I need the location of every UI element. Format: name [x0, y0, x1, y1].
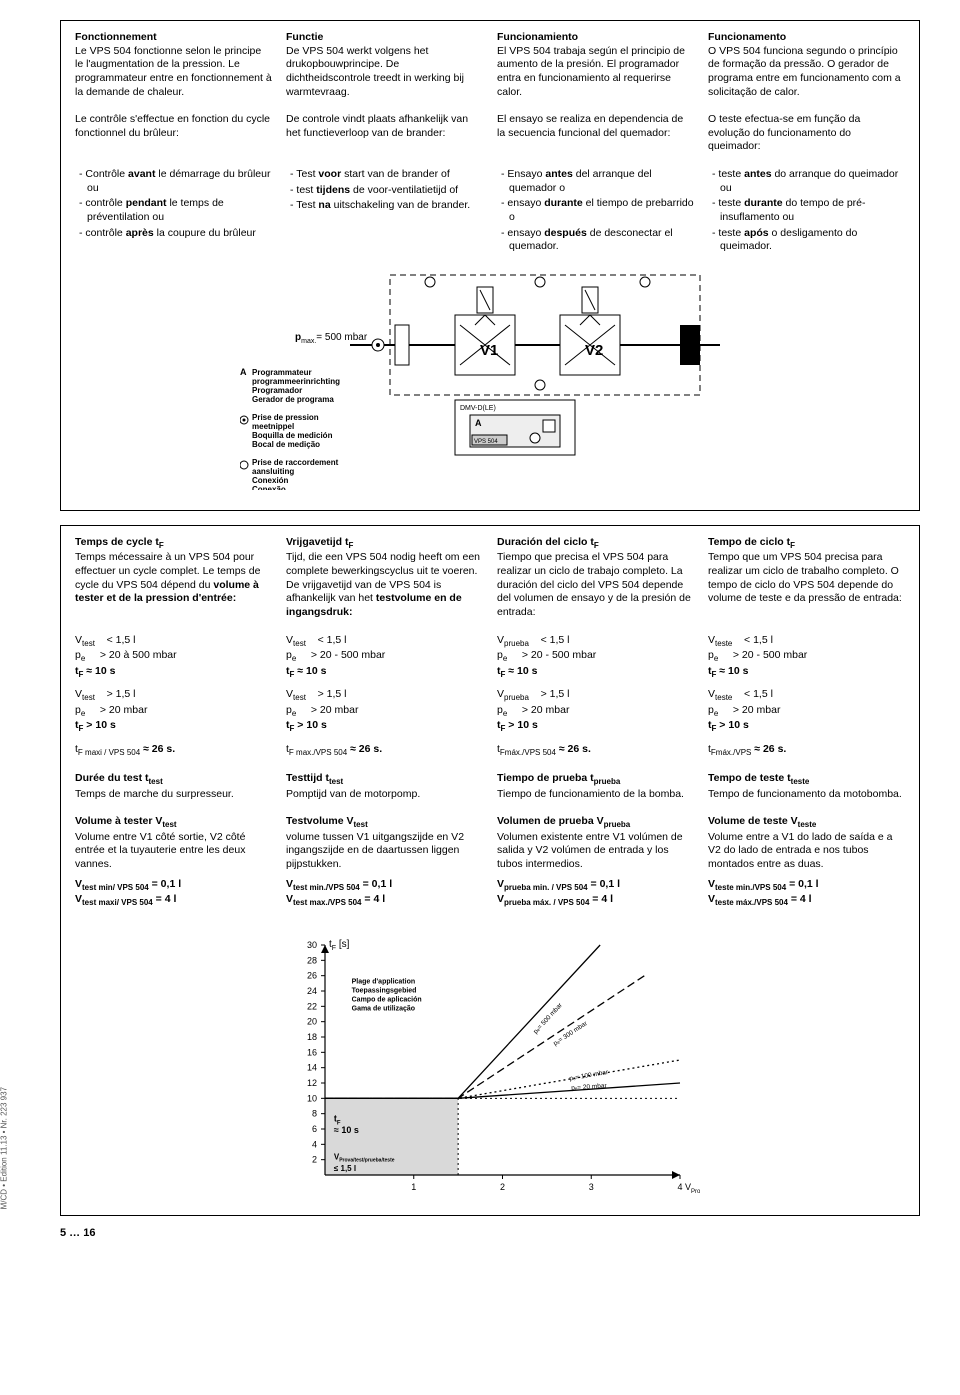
svg-text:≤ 1,5 l: ≤ 1,5 l: [334, 1164, 356, 1173]
svg-text:8: 8: [312, 1108, 317, 1118]
nl-title: Functie: [286, 31, 323, 43]
svg-text:Campo de aplicación: Campo de aplicación: [352, 996, 422, 1003]
pt-title: Funcionamento: [708, 31, 786, 43]
fr-p1: Le VPS 504 fonctionne selon le principe …: [75, 45, 272, 98]
svg-text:3: 3: [589, 1182, 594, 1192]
pt-p1: O VPS 504 funciona segundo o princípio d…: [708, 45, 901, 98]
svg-text:26: 26: [307, 970, 317, 980]
svg-text:Plage d'application: Plage d'application: [352, 978, 416, 985]
svg-text:≈ 10 s: ≈ 10 s: [334, 1124, 359, 1134]
es-title: Funcionamiento: [497, 31, 578, 43]
tf-vs-v-chart: 246810121416182022242628301234pₑ= 500 mb…: [75, 935, 905, 1205]
es-list: Ensayo antes del arranque del quemador o…: [497, 168, 694, 254]
svg-text:4: 4: [312, 1139, 317, 1149]
svg-text:6: 6: [312, 1124, 317, 1134]
side-edition-label: M/CD • Edition 11.13 • Nr. 223 937: [0, 1087, 10, 1209]
valve-diagram: V1 V2 pmax.= 500 mbar DMV-D(LE) A VPS 50…: [75, 270, 905, 490]
svg-text:A: A: [475, 418, 482, 428]
svg-text:1: 1: [411, 1182, 416, 1192]
svg-text:20: 20: [307, 1016, 317, 1026]
pt-list: teste antes do arranque do queimador ou …: [708, 168, 905, 254]
svg-text:Prise de raccordementaansluiti: Prise de raccordementaansluitingConexión…: [252, 458, 339, 490]
nl-list: Test voor start van de brander of test t…: [286, 168, 483, 213]
fr-title: Fonctionnement: [75, 31, 157, 43]
lower-content-box: Temps de cycle tF Temps mécessaire à un …: [60, 525, 920, 1216]
svg-text:tF [s]: tF [s]: [329, 939, 350, 952]
svg-text:16: 16: [307, 1047, 317, 1057]
svg-text:14: 14: [307, 1062, 317, 1072]
fr-p2: Le contrôle s'effectue en fonction du cy…: [75, 113, 272, 140]
svg-text:24: 24: [307, 986, 317, 996]
svg-text:Programmateurprogrammeerinrich: ProgrammateurprogrammeerinrichtingProgra…: [252, 368, 340, 404]
svg-text:Toepassingsgebied: Toepassingsgebied: [352, 987, 417, 994]
svg-text:VPS 504: VPS 504: [474, 439, 498, 445]
svg-text:pₑ= 20 mbar: pₑ= 20 mbar: [571, 1082, 608, 1091]
svg-text:Prise de pressionmeetnippelBoq: Prise de pressionmeetnippelBoquilla de m…: [252, 413, 333, 449]
svg-text:4: 4: [677, 1182, 682, 1192]
svg-text:28: 28: [307, 955, 317, 965]
svg-text:V2: V2: [585, 342, 603, 359]
nl-p1: De VPS 504 werkt volgens het drukopbouwp…: [286, 45, 464, 98]
fr-list: Contrôle avant le démarrage du brûleur o…: [75, 168, 272, 240]
es-p2: El ensayo se realiza en dependencia de l…: [497, 113, 694, 140]
svg-text:2: 2: [500, 1182, 505, 1192]
svg-text:DMV-D(LE): DMV-D(LE): [460, 405, 496, 412]
formula-block-1: Vtest < 1,5 l pe > 20 à 500 mbar tF ≈ 10…: [75, 634, 905, 764]
svg-text:pmax.= 500 mbar: pmax.= 500 mbar: [295, 332, 368, 345]
svg-text:12: 12: [307, 1078, 317, 1088]
svg-text:V1: V1: [480, 342, 498, 359]
svg-text:VProva/test/prueba/teste[l]: VProva/test/prueba/teste[l]: [685, 1182, 700, 1195]
pt-p2: O teste efectua-se em função da evolução…: [708, 113, 905, 154]
svg-text:Gama de utilização: Gama de utilização: [352, 1005, 415, 1012]
svg-text:30: 30: [307, 940, 317, 950]
svg-text:A: A: [240, 367, 247, 377]
page-number: 5 … 16: [60, 1226, 920, 1240]
svg-text:pₑ= 100 mbar: pₑ= 100 mbar: [569, 1068, 610, 1082]
svg-text:pₑ= 500 mbar: pₑ= 500 mbar: [532, 1001, 564, 1035]
svg-text:22: 22: [307, 1001, 317, 1011]
nl-p2: De controle vindt plaats afhankelijk van…: [286, 113, 483, 140]
upper-content-box: Fonctionnement Le VPS 504 fonctionne sel…: [60, 20, 920, 511]
svg-text:2: 2: [312, 1154, 317, 1164]
svg-text:10: 10: [307, 1093, 317, 1103]
es-p1: El VPS 504 trabaja según el principio de…: [497, 45, 685, 98]
svg-text:18: 18: [307, 1032, 317, 1042]
